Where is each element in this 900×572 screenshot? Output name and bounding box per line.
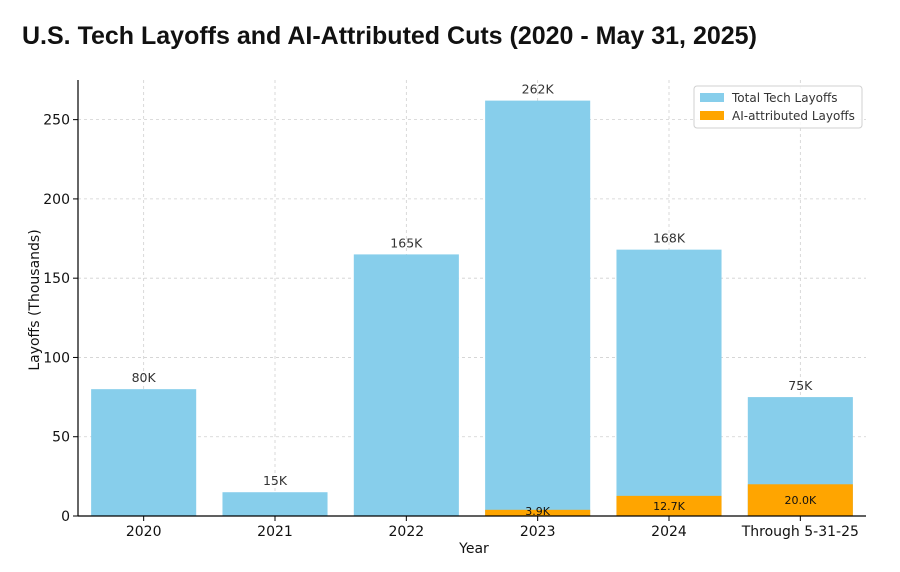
bar-total-1 — [222, 492, 328, 516]
bar-total-0 — [91, 389, 197, 516]
data-label-ai-4: 12.7K — [653, 500, 685, 513]
y-tick-label: 0 — [61, 509, 70, 525]
legend-swatch-0 — [700, 93, 724, 102]
legend-label-1: AI-attributed Layoffs — [732, 109, 855, 123]
bar-total-2 — [353, 254, 459, 516]
x-tick-label: 2024 — [651, 524, 687, 540]
bar-total-3 — [485, 100, 591, 517]
x-tick-label: 2023 — [520, 524, 556, 540]
chart-title: U.S. Tech Layoffs and AI-Attributed Cuts… — [22, 22, 757, 50]
data-label-ai-5: 20.0K — [784, 494, 816, 507]
x-tick-label: 2022 — [389, 524, 425, 540]
data-label-total-5: 75K — [788, 378, 813, 393]
data-label-total-2: 165K — [390, 235, 423, 250]
x-tick-label: Through 5-31-25 — [741, 524, 859, 540]
legend-label-0: Total Tech Layoffs — [731, 91, 838, 105]
legend: Total Tech Layoffs AI-attributed Layoffs — [693, 85, 863, 129]
y-axis-label: Layoffs (Thousands) — [27, 229, 43, 370]
y-tick-label: 150 — [43, 271, 70, 287]
bar-ai-5 — [747, 484, 853, 516]
data-label-total-3: 262K — [522, 82, 555, 97]
data-labels: 80K 15K 165K 262K 168K 75K 3.9K 12.7K 20.0K — [132, 82, 817, 518]
data-label-ai-3: 3.9K — [525, 505, 550, 518]
y-tick-label: 250 — [43, 113, 70, 129]
bar-total-4 — [616, 249, 722, 517]
data-label-total-4: 168K — [653, 231, 686, 246]
x-axis-label: Year — [458, 541, 489, 557]
y-tick-label: 50 — [52, 430, 70, 446]
x-tick-label: 2021 — [257, 524, 293, 540]
bar-ai-4 — [616, 495, 722, 516]
y-tick-label: 200 — [43, 192, 70, 208]
y-tick-label: 100 — [43, 350, 70, 366]
legend-box — [693, 85, 863, 129]
x-tick-label: 2020 — [126, 524, 162, 540]
data-label-total-1: 15K — [263, 473, 288, 488]
axes: 0 50 100 150 200 250 2020 2021 2022 2023 2024 Throu… — [27, 80, 866, 557]
legend-swatch-1 — [700, 111, 724, 120]
data-label-total-0: 80K — [132, 370, 157, 385]
bar-ai-3 — [485, 509, 591, 516]
bars — [91, 100, 853, 517]
